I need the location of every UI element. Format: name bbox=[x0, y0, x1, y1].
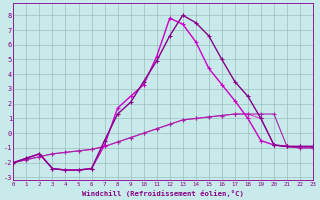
X-axis label: Windchill (Refroidissement éolien,°C): Windchill (Refroidissement éolien,°C) bbox=[82, 190, 244, 197]
